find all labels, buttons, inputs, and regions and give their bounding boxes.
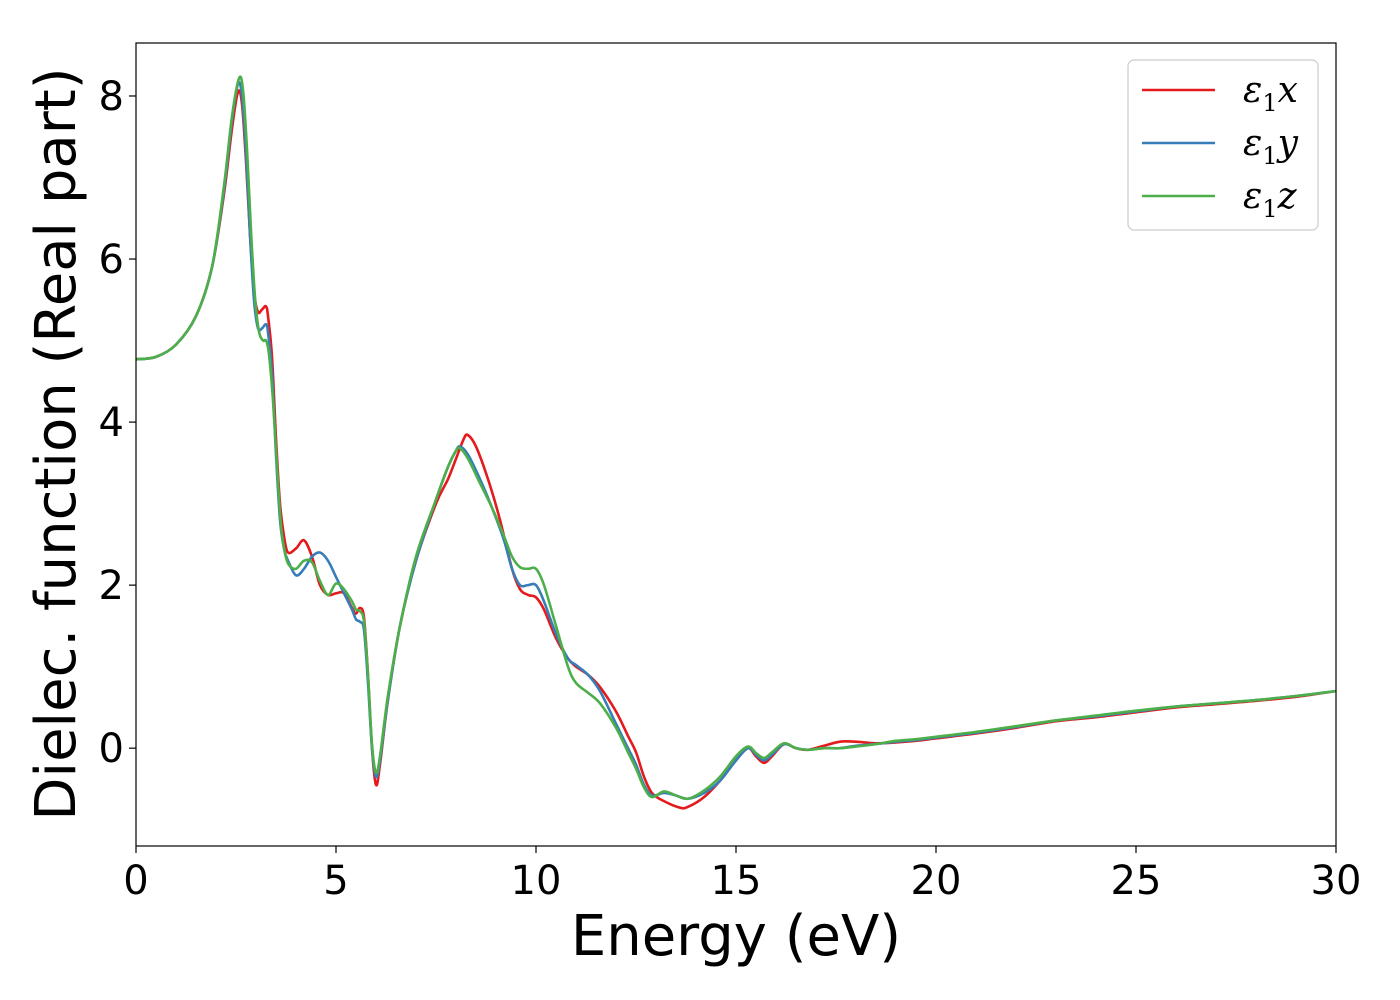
x-tick-label: 5 — [323, 858, 348, 904]
legend-label-x: ε1x — [1243, 70, 1298, 117]
x-tick-label: 25 — [1111, 858, 1162, 904]
series-line-x — [136, 89, 1336, 810]
legend-label-y: ε1y — [1243, 123, 1299, 170]
legend: ε1x ε1y ε1z — [1127, 59, 1319, 231]
x-tick-label: 30 — [1311, 858, 1362, 904]
legend-label-z: ε1z — [1243, 176, 1298, 223]
x-tick-label: 20 — [911, 858, 962, 904]
series-layer — [136, 75, 1336, 810]
x-tick-label: 15 — [711, 858, 762, 904]
legend-box — [1127, 59, 1319, 231]
y-tick-label: 4 — [99, 400, 124, 446]
x-tick-label: 10 — [511, 858, 562, 904]
series-line-z — [136, 75, 1336, 801]
y-axis-title: Dielec. function (Real part) — [24, 67, 89, 820]
y-tick-label: 0 — [99, 726, 124, 772]
y-tick-label: 2 — [99, 563, 124, 609]
y-axis: 0 2 4 6 8 — [99, 74, 136, 772]
y-tick-label: 6 — [99, 237, 124, 283]
x-tick-label: 0 — [123, 858, 148, 904]
x-axis: 0 5 10 15 20 25 30 — [123, 846, 1361, 904]
y-tick-label: 8 — [99, 74, 124, 120]
x-axis-title: Energy (eV) — [571, 904, 901, 969]
